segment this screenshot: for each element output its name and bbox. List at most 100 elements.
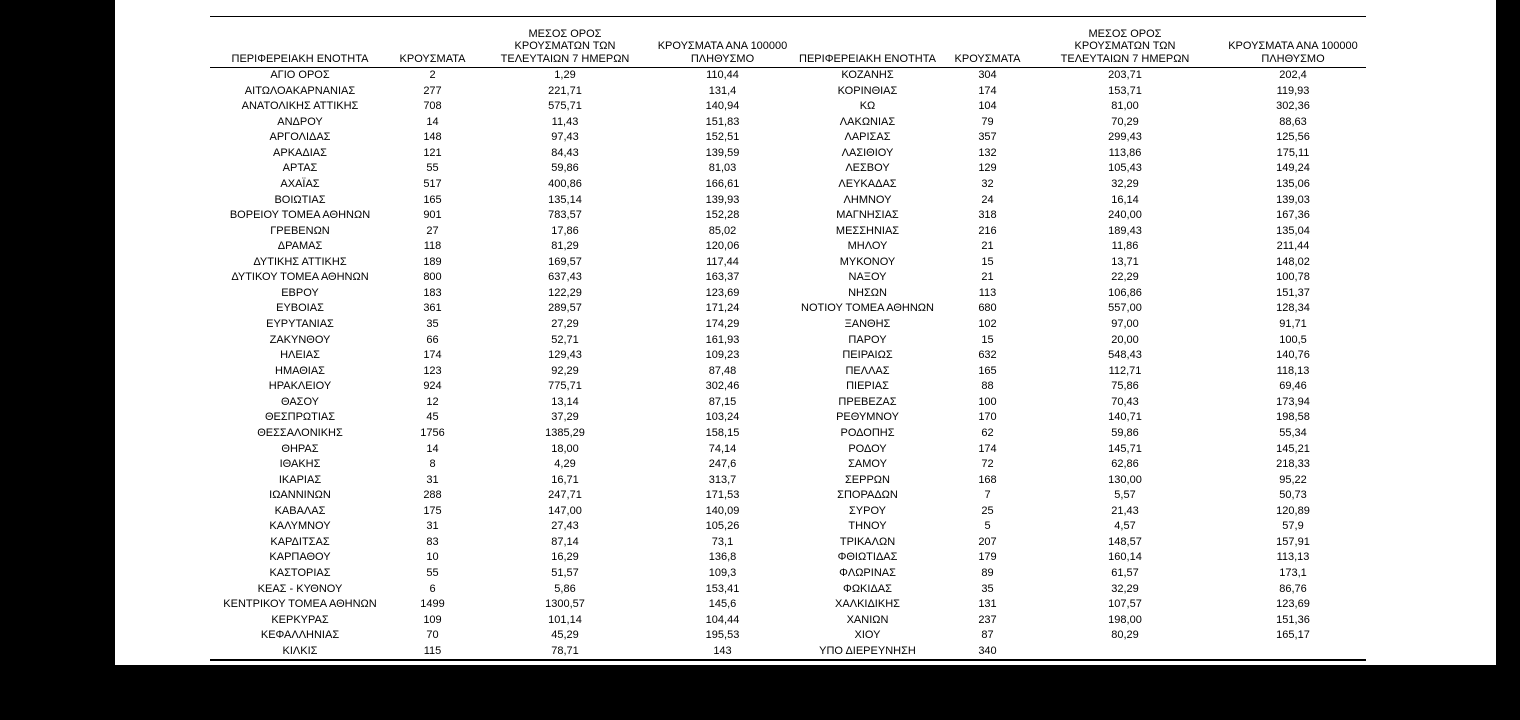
right-per100k-cell: 57,9 [1282,520,1304,533]
left-avg7-cell: 783,57 [548,209,582,222]
right-region-cell: ΡΕΘΥΜΝΟΥ [836,411,899,424]
table-row: ΗΜΑΘΙΑΣ 123 92,29 87,48 ΠΕΛΛΑΣ 165 112,71 118,1… [210,364,1366,380]
left-per100k-cell: 103,24 [705,411,740,424]
right-per100k-cell: 128,34 [1276,302,1310,315]
header-per100k-right-line1: ΚΡΟΥΣΜΑΤΑ ΑΝΑ 100000 [1228,40,1358,52]
left-avg7-cell: 16,71 [551,473,579,486]
right-avg7-cell: 62,86 [1111,458,1139,471]
table-row: ΑΙΤΩΛΟΑΚΑΡΝΑΝΙΑΣ 277 221,71 131,4 ΚΟΡΙΝΘΙΑΣ 1… [210,84,1366,100]
table-row: ΒΟΙΩΤΙΑΣ 165 135,14 139,93 ΛΗΜΝΟΥ 24 16,14 139,… [210,193,1366,209]
table-row: ΑΝΔΡΟΥ 14 11,43 151,83 ΛΑΚΩΝΙΑΣ 79 70,29 88,63 [210,115,1366,131]
right-region-cell: ΠΕΛΛΑΣ [845,364,890,377]
table-row: ΗΛΕΙΑΣ 174 129,43 109,23 ΠΕΙΡΑΙΩΣ 632 548,43 14… [210,348,1366,364]
right-per100k-cell: 167,36 [1276,209,1310,222]
right-per100k-cell: 175,11 [1276,146,1310,159]
right-cases-cell: 132 [978,146,997,159]
table-row: ΚΕΑΣ - ΚΥΘΝΟΥ 6 5,86 153,41 ΦΩΚΙΔΑΣ 35 32,29 86… [210,582,1366,598]
right-cases-cell: 89 [981,567,994,579]
right-avg7-cell: 80,29 [1111,629,1139,642]
left-avg7-cell: 135,14 [548,193,582,206]
right-region-cell: ΧΑΛΚΙΔΙΚΗΣ [835,598,900,611]
right-cases-cell: 237 [978,613,997,626]
right-cases-cell: 174 [978,442,997,455]
left-region-cell: ΙΘΑΚΗΣ [279,458,321,471]
right-per100k-cell: 165,17 [1276,629,1310,642]
right-cases-cell: 15 [981,255,994,268]
header-avg7-right: ΜΕΣΟΣ ΟΡΟΣ ΚΡΟΥΣΜΑΤΩΝ ΤΩΝ ΤΕΛΕΥΤΑΙΩΝ 7 Η… [1030,16,1220,68]
right-avg7-cell: 70,29 [1111,115,1139,128]
right-region-cell: ΣΥΡΟΥ [848,504,886,517]
right-avg7-cell: 160,14 [1108,551,1142,564]
left-region-cell: ΑΡΚΑΔΙΑΣ [273,146,327,159]
right-avg7-cell: 153,71 [1108,84,1142,97]
table-row: ΙΩΑΝΝΙΝΩΝ 288 247,71 171,53 ΣΠΟΡΑΔΩΝ 7 5,57 50,… [210,488,1366,504]
header-per100k-left-line2: ΠΛΗΘΥΣΜΟ [690,52,755,65]
left-per100k-cell: 131,4 [708,84,737,97]
right-cases-cell: 21 [981,271,994,284]
right-cases-cell: 87 [981,629,994,642]
left-avg7-cell: 97,43 [551,131,579,144]
left-cases-cell: 800 [423,271,442,284]
right-cases-cell: 25 [981,504,994,517]
table-row: ΙΘΑΚΗΣ 8 4,29 247,6 ΣΑΜΟΥ 72 62,86 218,33 [210,457,1366,473]
right-per100k-cell: 173,94 [1276,395,1310,408]
right-per100k-cell [1220,644,1366,661]
left-region-cell: ΒΟΙΩΤΙΑΣ [274,193,326,206]
right-region-cell: ΛΑΚΩΝΙΑΣ [839,115,896,128]
right-region-cell: ΠΑΡΟΥ [848,333,887,346]
right-cases-cell: 100 [978,395,997,408]
left-cases-cell: 115 [423,644,442,657]
right-avg7-cell: 75,86 [1111,380,1139,393]
left-per100k-cell: 87,15 [708,395,737,408]
right-per100k-cell: 88,63 [1279,115,1307,128]
table-row: ΕΥΒΟΙΑΣ 361 289,57 171,24 ΝΟΤΙΟΥ ΤΟΜΕΑ ΑΘΗΝΩ… [210,301,1366,317]
left-per100k-cell: 313,7 [708,473,737,486]
left-per100k-cell: 139,93 [705,193,740,206]
right-per100k-cell: 86,76 [1279,582,1307,595]
table-row: ΔΥΤΙΚΗΣ ΑΤΤΙΚΗΣ 189 169,57 117,44 ΜΥΚΟΝΟΥ 15 1… [210,255,1366,271]
left-avg7-cell: 637,43 [548,271,582,284]
left-region-cell: ΑΝΑΤΟΛΙΚΗΣ ΑΤΤΙΚΗΣ [241,100,359,113]
header-row: ΠΕΡΙΦΕΡΕΙΑΚΗ ΕΝΟΤΗΤΑ ΚΡΟΥΣΜΑΤΑ ΜΕΣΟΣ ΟΡΟ… [210,16,1366,68]
left-cases-cell: 1756 [420,426,445,439]
right-region-cell: ΜΕΣΣΗΝΙΑΣ [835,224,900,237]
right-avg7-cell: 21,43 [1111,504,1139,517]
left-per100k-cell: 74,14 [708,442,737,455]
right-region-cell: ΦΛΩΡΙΝΑΣ [839,567,896,579]
left-avg7-cell: 27,43 [551,520,579,533]
left-region-cell: ΑΡΤΑΣ [282,162,318,175]
table-row: ΔΡΑΜΑΣ 118 81,29 120,06 ΜΗΛΟΥ 21 11,86 211,44 [210,239,1366,255]
left-per100k-cell: 143 [713,644,732,657]
left-cases-cell: 517 [423,177,442,190]
left-per100k-cell: 302,46 [705,380,740,393]
left-per100k-cell: 158,15 [705,426,740,439]
right-avg7-cell: 32,29 [1111,177,1139,190]
table-row: ΚΑΛΥΜΝΟΥ 31 27,43 105,26 ΤΗΝΟΥ 5 4,57 57,9 [210,519,1366,535]
table-row: ΘΗΡΑΣ 14 18,00 74,14 ΡΟΔΟΥ 174 145,71 145,21 [210,442,1366,458]
right-region-cell: ΜΥΚΟΝΟΥ [839,255,896,268]
right-per100k-cell: 55,34 [1279,426,1307,439]
right-avg7-cell: 112,71 [1108,364,1142,377]
right-cases-cell: 113 [978,286,997,299]
table-row: ΚΕΡΚΥΡΑΣ 109 101,14 104,44 ΧΑΝΙΩΝ 237 198,00 15… [210,613,1366,629]
left-cases-cell: 123 [423,364,442,377]
left-region-cell: ΑΓΙΟ ΟΡΟΣ [270,69,330,81]
left-per100k-cell: 247,6 [708,458,737,471]
table-row: ΚΑΒΑΛΑΣ 175 147,00 140,09 ΣΥΡΟΥ 25 21,43 120,89 [210,504,1366,520]
left-per100k-cell: 174,29 [705,318,740,330]
right-per100k-cell: 95,22 [1279,473,1307,486]
left-avg7-cell: 13,14 [551,395,579,408]
left-cases-cell: 31 [426,520,439,533]
left-per100k-cell: 152,51 [705,131,740,144]
left-avg7-cell: 247,71 [548,489,582,502]
table-row: ΖΑΚΥΝΘΟΥ 66 52,71 161,93 ΠΑΡΟΥ 15 20,00 100,5 [210,333,1366,349]
right-cases-cell: 5 [984,520,991,533]
table-row: ΙΚΑΡΙΑΣ 31 16,71 313,7 ΣΕΡΡΩΝ 168 130,00 95,22 [210,473,1366,489]
left-per100k-cell: 152,28 [705,209,740,222]
left-cases-cell: 708 [423,100,442,113]
left-region-cell: ΗΛΕΙΑΣ [280,349,320,362]
right-region-cell: ΚΟΖΑΝΗΣ [841,69,894,81]
left-avg7-cell: 575,71 [548,100,582,113]
left-cases-cell: 8 [429,458,436,471]
left-cases-cell: 55 [426,567,439,579]
